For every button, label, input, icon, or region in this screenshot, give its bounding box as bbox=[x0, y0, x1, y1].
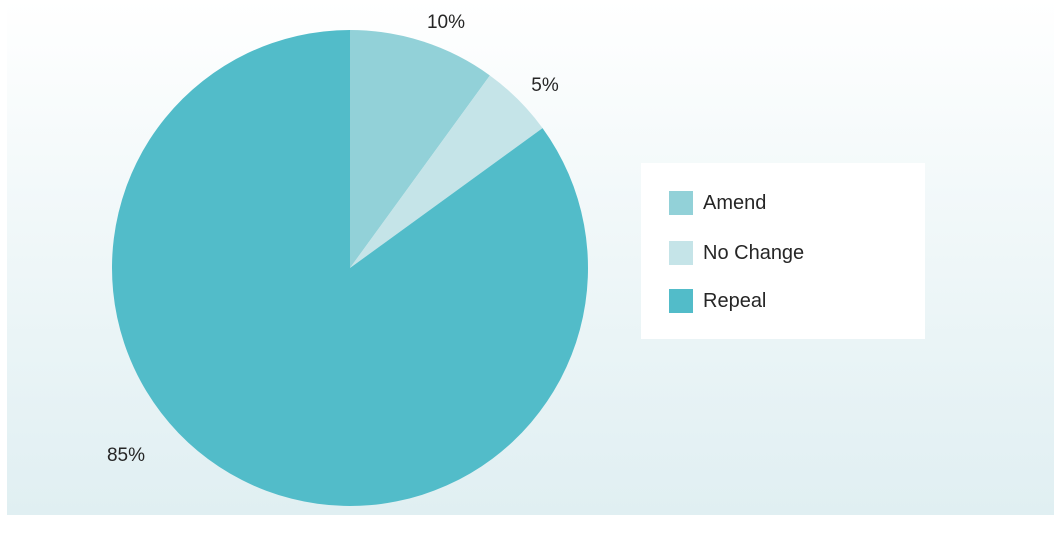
legend-item-amend: Amend bbox=[669, 190, 766, 216]
pie-labels: 10% 5% 85% bbox=[107, 12, 559, 466]
data-label-no-change: 5% bbox=[531, 75, 559, 96]
legend-item-repeal: Repeal bbox=[669, 288, 766, 314]
legend-item-no-change: No Change bbox=[669, 240, 804, 266]
data-label-repeal: 85% bbox=[107, 445, 145, 466]
legend-label-no-change: No Change bbox=[703, 241, 805, 264]
pie-slice-no-change bbox=[350, 75, 543, 269]
data-label-amend: 10% bbox=[427, 12, 465, 33]
legend: Amend No Change Repeal bbox=[641, 163, 925, 339]
pie-slice-amend bbox=[350, 30, 490, 268]
pie-slices bbox=[111, 30, 588, 507]
legend-swatch-amend bbox=[669, 191, 693, 215]
legend-swatch-no-change bbox=[669, 241, 693, 265]
legend-label-repeal: Repeal bbox=[703, 289, 767, 312]
legend-swatch-repeal bbox=[669, 289, 693, 313]
legend-label-amend: Amend bbox=[703, 191, 767, 214]
pie-slice-repeal bbox=[111, 30, 588, 507]
